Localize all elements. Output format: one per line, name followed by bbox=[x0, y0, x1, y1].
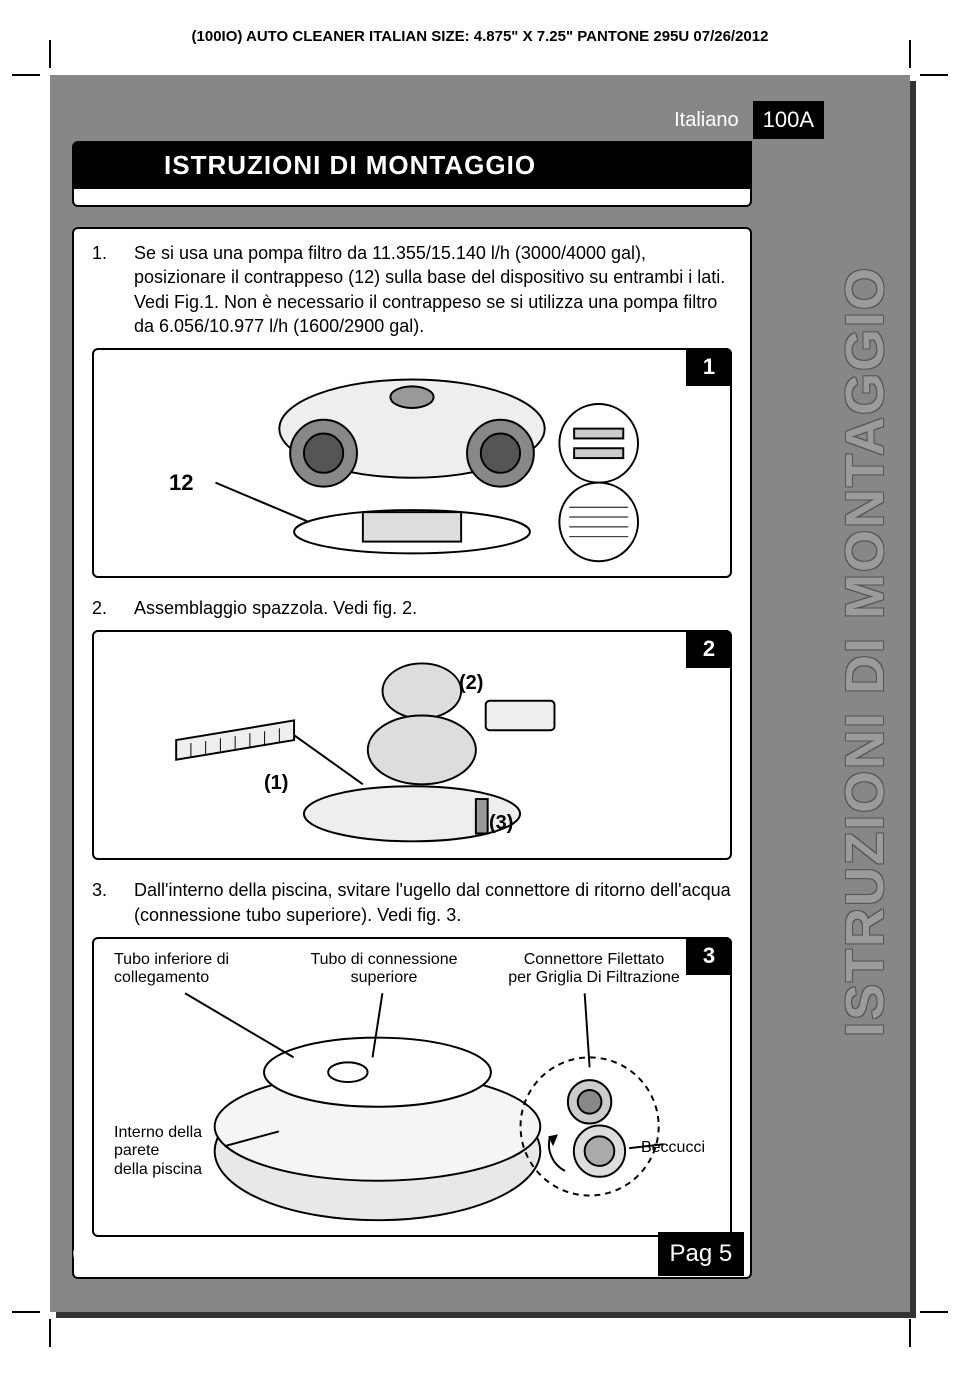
step-text: Se si usa una pompa filtro da 11.355/15.… bbox=[134, 241, 732, 338]
figure-number: 2 bbox=[686, 630, 732, 668]
callout-lower-hose: Tubo inferiore di collegamento bbox=[114, 951, 264, 988]
step-2: 2. Assemblaggio spazzola. Vedi fig. 2. bbox=[92, 596, 732, 620]
print-meta: (100IO) AUTO CLEANER ITALIAN SIZE: 4.875… bbox=[0, 28, 960, 45]
part-label-12: 12 bbox=[169, 470, 193, 496]
crop-mark bbox=[49, 1319, 51, 1347]
callout-threaded: Connettore Filettato per Griglia Di Filt… bbox=[494, 951, 694, 988]
crop-mark bbox=[909, 40, 911, 68]
step-text: Assemblaggio spazzola. Vedi fig. 2. bbox=[134, 596, 417, 620]
callout-upper-hose: Tubo di connessione superiore bbox=[294, 951, 474, 988]
crop-mark bbox=[920, 1311, 948, 1313]
content: ISTRUZIONI DI MONTAGGIO 1. Se si usa una… bbox=[72, 141, 752, 1279]
part-label-1: (1) bbox=[264, 772, 288, 795]
step-number: 1. bbox=[92, 241, 114, 338]
crop-mark bbox=[920, 74, 948, 76]
callout-nozzle: Beccucci bbox=[615, 1139, 705, 1157]
crop-mark bbox=[909, 1319, 911, 1347]
side-title: ISTRUZIONI DI MONTAGGIO bbox=[832, 110, 898, 1192]
model-code: 100A bbox=[753, 101, 824, 139]
figure-2: 2 (1) (2) (3) bbox=[92, 630, 732, 860]
figure-1-drawing bbox=[94, 350, 730, 576]
language-label: Italiano bbox=[674, 109, 739, 132]
callout-inside-wall: Interno della parete della piscina bbox=[114, 1124, 234, 1179]
figure-number: 1 bbox=[686, 348, 732, 386]
crop-mark bbox=[12, 1311, 40, 1313]
crop-mark bbox=[12, 74, 40, 76]
crop-mark bbox=[49, 40, 51, 68]
figure-1: 1 12 bbox=[92, 348, 732, 578]
footer: CONSERVARE QUESTE ISTRUZIONI Pag 5 bbox=[72, 1232, 824, 1276]
step-1: 1. Se si usa una pompa filtro da 11.355/… bbox=[92, 241, 732, 338]
side-title-text: ISTRUZIONI DI MONTAGGIO bbox=[834, 266, 896, 1037]
title-block: ISTRUZIONI DI MONTAGGIO bbox=[72, 141, 752, 207]
page-title: ISTRUZIONI DI MONTAGGIO bbox=[164, 150, 536, 181]
top-row: Italiano 100A bbox=[674, 101, 824, 139]
step-number: 3. bbox=[92, 878, 114, 927]
page-number: Pag 5 bbox=[658, 1232, 745, 1276]
step-3: 3. Dall'interno della piscina, svitare l… bbox=[92, 878, 732, 927]
title-bar: ISTRUZIONI DI MONTAGGIO bbox=[72, 141, 752, 189]
figure-3: 3 Tubo inferiore di collegamento Tubo di… bbox=[92, 937, 732, 1237]
page-frame: ISTRUZIONI DI MONTAGGIO Italiano 100A IS… bbox=[50, 75, 910, 1312]
step-number: 2. bbox=[92, 596, 114, 620]
figure-2-drawing bbox=[94, 632, 730, 858]
part-label-3: (3) bbox=[489, 812, 513, 835]
footer-keep-text: CONSERVARE QUESTE ISTRUZIONI bbox=[72, 1236, 640, 1273]
instructions-block: 1. Se si usa una pompa filtro da 11.355/… bbox=[72, 227, 752, 1279]
step-text: Dall'interno della piscina, svitare l'ug… bbox=[134, 878, 732, 927]
title-underline bbox=[72, 189, 752, 207]
part-label-2: (2) bbox=[459, 672, 483, 695]
